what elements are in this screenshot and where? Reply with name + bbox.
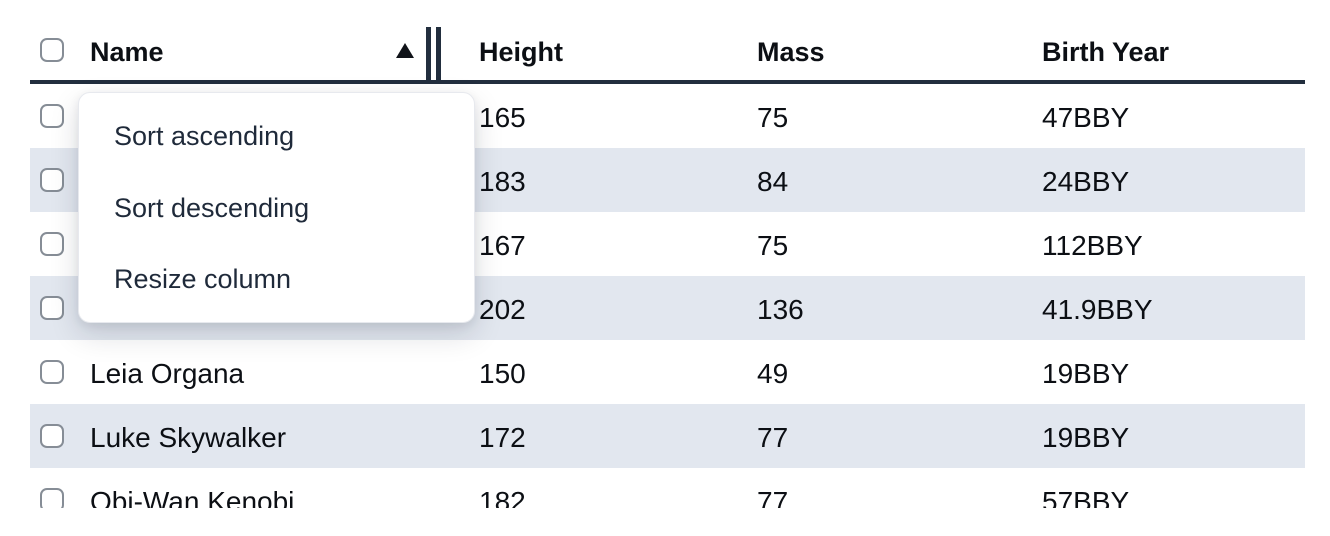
- resize-handle-bar: [426, 27, 431, 81]
- cell-mass: 77: [757, 422, 789, 453]
- table-row: Luke Skywalker 172 77 19BBY: [30, 404, 1305, 468]
- cell-height: 150: [479, 358, 526, 389]
- cell-height: 182: [479, 486, 526, 508]
- column-context-menu: Sort ascending Sort descending Resize co…: [78, 92, 475, 323]
- table-header-row: Name Height Mass Birth Year: [30, 0, 1305, 84]
- cell-birth-year: 19BBY: [1042, 358, 1130, 389]
- cell-mass: 77: [757, 486, 789, 508]
- cell-name: Luke Skywalker: [90, 422, 287, 453]
- column-header-birth-year[interactable]: Birth Year: [1042, 37, 1170, 67]
- column-resize-handle[interactable]: [426, 27, 441, 81]
- table-row: Leia Organa 150 49 19BBY: [30, 340, 1305, 404]
- column-header-height[interactable]: Height: [479, 37, 563, 67]
- menu-item-sort-descending[interactable]: Sort descending: [114, 192, 310, 223]
- cell-mass: 75: [757, 230, 789, 261]
- cell-mass: 136: [757, 294, 804, 325]
- row-checkbox[interactable]: [40, 296, 64, 320]
- cell-birth-year: 19BBY: [1042, 422, 1130, 453]
- row-checkbox[interactable]: [40, 168, 64, 192]
- column-header-name[interactable]: Name: [90, 37, 164, 67]
- cell-height: 202: [479, 294, 526, 325]
- cell-birth-year: 24BBY: [1042, 166, 1130, 197]
- cell-birth-year: 47BBY: [1042, 102, 1130, 133]
- cell-height: 183: [479, 166, 526, 197]
- row-checkbox[interactable]: [40, 360, 64, 384]
- row-checkbox[interactable]: [40, 424, 64, 448]
- cell-name: Obi-Wan Kenobi: [90, 486, 295, 508]
- menu-item-resize-column[interactable]: Resize column: [114, 264, 292, 295]
- menu-item-sort-ascending[interactable]: Sort ascending: [114, 121, 295, 152]
- row-checkbox[interactable]: [40, 232, 64, 256]
- table-row: Obi-Wan Kenobi 182 77 57BBY: [30, 468, 1305, 508]
- cell-mass: 84: [757, 166, 789, 197]
- cell-mass: 49: [757, 358, 789, 389]
- cell-birth-year: 112BBY: [1042, 230, 1143, 261]
- cell-birth-year: 41.9BBY: [1042, 294, 1153, 325]
- row-checkbox[interactable]: [40, 104, 64, 128]
- resize-handle-bar: [436, 27, 441, 81]
- cell-name: Leia Organa: [90, 358, 245, 389]
- cell-height: 165: [479, 102, 526, 133]
- cell-height: 167: [479, 230, 526, 261]
- row-checkbox[interactable]: [40, 488, 64, 508]
- sort-ascending-icon: [396, 43, 414, 58]
- cell-birth-year: 57BBY: [1042, 486, 1130, 508]
- select-all-checkbox[interactable]: [40, 38, 64, 62]
- cell-mass: 75: [757, 102, 789, 133]
- cell-height: 172: [479, 422, 526, 453]
- column-header-mass[interactable]: Mass: [757, 37, 825, 67]
